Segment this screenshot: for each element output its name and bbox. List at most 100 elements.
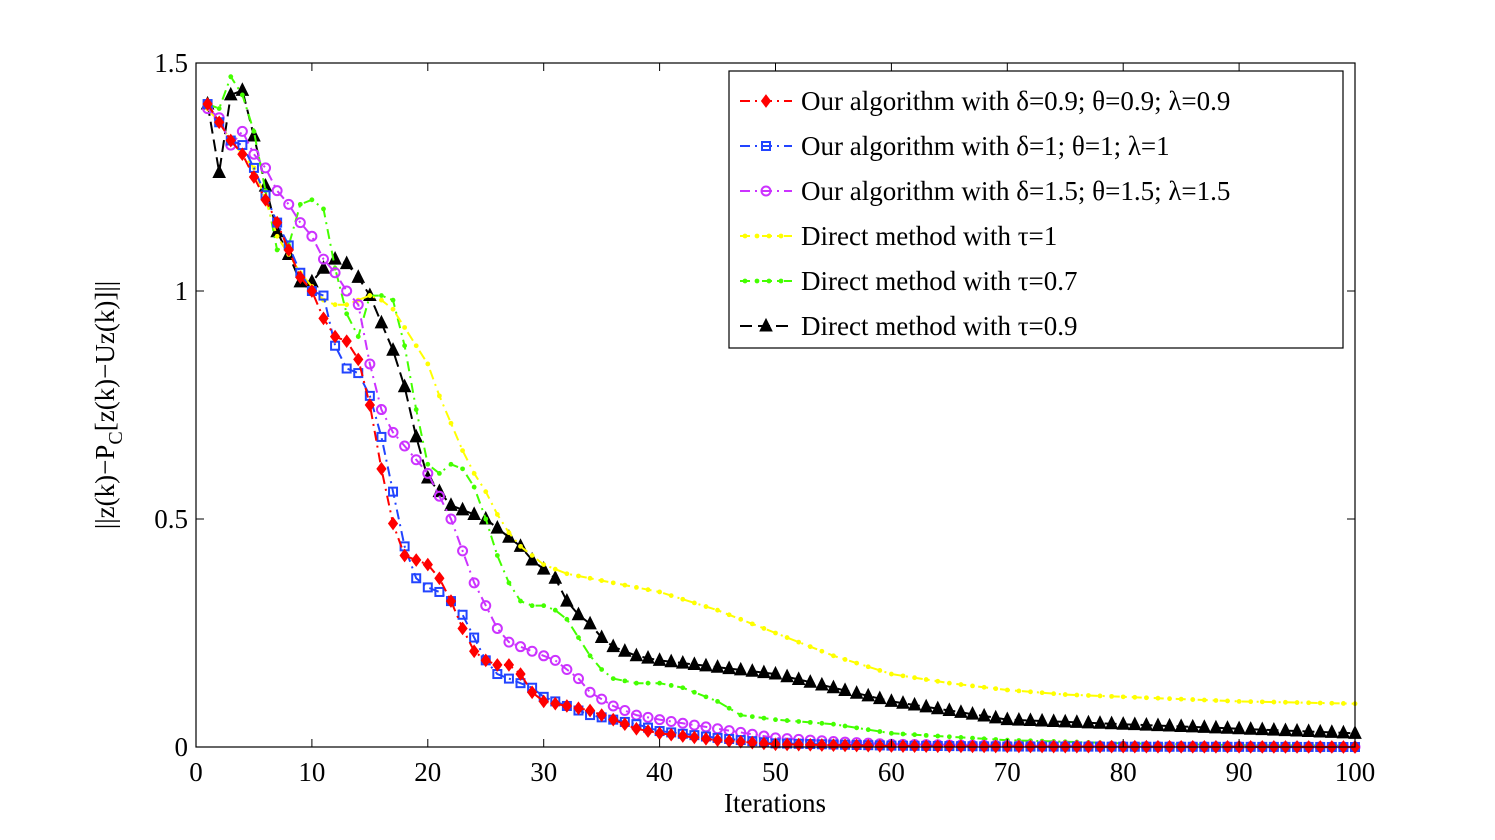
legend-label: Direct method with τ=0.7 — [801, 266, 1078, 296]
data-point — [796, 719, 802, 724]
x-tick-label: 10 — [298, 757, 325, 787]
data-point — [691, 600, 697, 606]
data-point — [970, 683, 975, 689]
data-point — [988, 709, 1003, 724]
y-tick-label: 1 — [175, 276, 189, 306]
data-point — [831, 653, 836, 659]
data-point — [816, 738, 827, 752]
data-point — [629, 647, 644, 662]
legend-swatch-marker — [742, 278, 748, 284]
series-line-4 — [206, 107, 1356, 705]
data-point — [688, 719, 700, 731]
data-point — [642, 711, 654, 723]
data-point — [587, 653, 593, 659]
data-point — [374, 314, 389, 329]
data-point — [1329, 700, 1335, 706]
data-point — [1209, 719, 1223, 734]
data-point — [480, 653, 491, 668]
data-point — [1341, 701, 1346, 706]
data-point — [889, 671, 894, 677]
data-point — [900, 731, 906, 737]
data-point — [726, 705, 732, 711]
data-point — [668, 593, 674, 599]
data-point — [668, 683, 674, 688]
data-point — [599, 578, 605, 583]
data-point — [283, 198, 295, 210]
data-point — [375, 404, 387, 416]
data-point — [1162, 717, 1177, 732]
data-point — [413, 343, 419, 349]
data-point — [1035, 712, 1049, 727]
data-point — [747, 735, 758, 750]
data-point — [865, 727, 871, 733]
data-point — [735, 734, 746, 749]
data-point — [1116, 716, 1131, 730]
data-point — [433, 490, 445, 502]
data-point — [1070, 714, 1084, 728]
data-point — [1313, 723, 1328, 738]
legend-swatch-marker — [778, 233, 784, 239]
data-point — [842, 723, 848, 729]
data-point — [607, 700, 619, 712]
data-point — [715, 699, 720, 704]
data-point — [1151, 717, 1165, 732]
data-point — [923, 732, 929, 738]
data-point — [467, 506, 481, 520]
data-point — [942, 702, 957, 717]
data-point — [826, 679, 841, 694]
data-point — [608, 712, 619, 727]
legend-label: Direct method with τ=0.9 — [801, 311, 1078, 341]
data-point — [471, 471, 477, 476]
data-point — [306, 230, 318, 242]
data-point — [274, 233, 280, 239]
data-point — [1074, 692, 1080, 698]
data-point — [402, 325, 408, 330]
data-point — [1155, 695, 1161, 701]
data-point — [946, 680, 952, 686]
data-point — [425, 461, 431, 467]
data-point — [376, 431, 387, 442]
data-point — [838, 682, 852, 696]
data-point — [202, 97, 213, 111]
x-tick-label: 60 — [878, 757, 905, 787]
x-tick-label: 70 — [994, 757, 1021, 787]
data-point — [352, 299, 364, 311]
data-point — [402, 343, 408, 349]
data-point — [502, 529, 516, 543]
data-point — [863, 738, 874, 753]
data-point — [1248, 699, 1254, 705]
data-point — [460, 448, 465, 453]
data-point — [907, 696, 922, 711]
data-point — [332, 302, 338, 308]
data-point — [877, 667, 883, 673]
data-point — [854, 660, 860, 666]
data-point — [1127, 716, 1142, 731]
data-point — [541, 603, 547, 609]
data-point — [549, 654, 561, 666]
data-point — [344, 302, 350, 308]
data-point — [399, 548, 410, 563]
data-point — [828, 738, 839, 753]
data-point — [571, 606, 586, 621]
data-point — [506, 530, 512, 536]
data-point — [909, 739, 920, 754]
data-point — [700, 721, 712, 733]
data-point — [1109, 693, 1115, 699]
data-point — [436, 393, 442, 399]
data-point — [410, 454, 422, 466]
data-point — [552, 607, 558, 613]
y-axis-title: ||z(k)−PC[z(k)−Uz(k)]|| — [90, 281, 127, 529]
data-point — [297, 201, 303, 207]
data-point — [1039, 690, 1045, 696]
data-point — [749, 621, 755, 627]
data-point — [529, 553, 535, 558]
data-point — [958, 682, 964, 687]
data-point — [236, 125, 248, 137]
data-point — [664, 653, 678, 668]
data-point — [409, 428, 424, 443]
data-point — [248, 170, 260, 184]
data-point — [1051, 691, 1057, 697]
data-point — [993, 686, 999, 692]
data-point — [573, 701, 584, 716]
data-point — [677, 717, 689, 729]
